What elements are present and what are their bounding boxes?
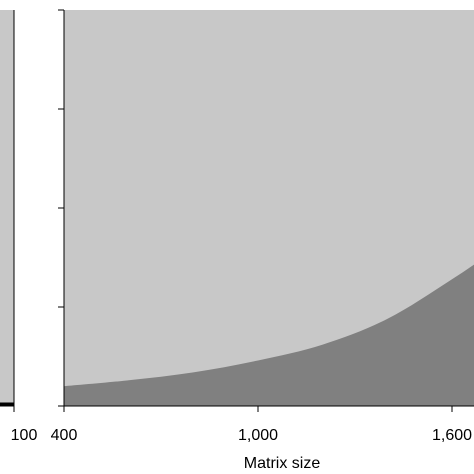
y-axis-ticks	[58, 9, 64, 407]
left-panel-upper-area	[0, 10, 14, 403]
left-panel-x-tick-label: 100	[11, 427, 38, 444]
x-tick-label-2: 1,600	[432, 427, 472, 444]
x-tick-label-1: 1,000	[238, 427, 278, 444]
left-panel: 100	[0, 10, 37, 444]
x-axis-title: Matrix size	[244, 455, 321, 472]
lower-area	[64, 264, 474, 406]
x-tick-label-0: 400	[51, 427, 78, 444]
